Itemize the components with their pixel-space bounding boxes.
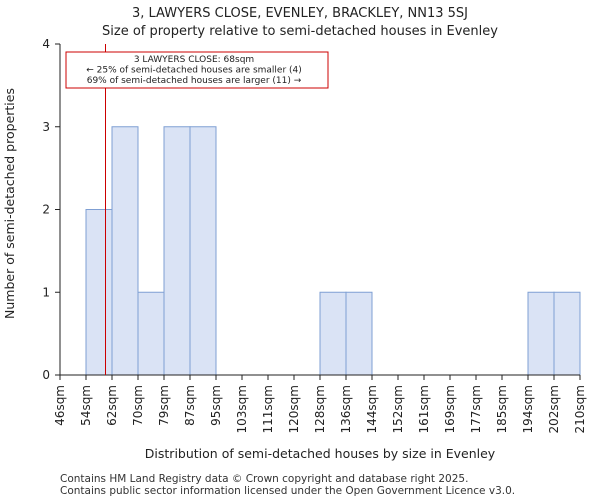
x-tick-label: 202sqm: [547, 385, 561, 433]
x-tick-label: 210sqm: [573, 385, 587, 433]
x-tick-label: 46sqm: [53, 385, 67, 426]
x-tick-label: 185sqm: [495, 385, 509, 433]
annotation-line: ← 25% of semi-detached houses are smalle…: [86, 66, 302, 76]
x-tick-label: 169sqm: [443, 385, 457, 433]
y-tick-label: 3: [42, 120, 50, 134]
annotation-line: 69% of semi-detached houses are larger (…: [87, 76, 302, 86]
chart-title: 3, LAWYERS CLOSE, EVENLEY, BRACKLEY, NN1…: [131, 6, 469, 21]
x-tick-label: 161sqm: [417, 385, 431, 433]
y-tick-label: 2: [42, 203, 50, 217]
x-tick-label: 144sqm: [365, 385, 379, 433]
x-tick-label: 87sqm: [183, 385, 197, 426]
x-tick-label: 111sqm: [261, 385, 275, 433]
y-tick-label: 4: [42, 37, 50, 51]
annotation-line: 3 LAWYERS CLOSE: 68sqm: [134, 55, 254, 65]
x-tick-label: 128sqm: [313, 385, 327, 433]
y-tick-label: 1: [42, 285, 50, 299]
bar: [85, 209, 113, 376]
footer-line-2: Contains public sector information licen…: [60, 485, 516, 497]
x-tick-label: 177sqm: [469, 385, 483, 433]
y-tick-label: 0: [42, 368, 50, 382]
bar: [111, 126, 139, 376]
x-tick-label: 70sqm: [131, 385, 145, 426]
x-tick-label: 136sqm: [339, 385, 353, 433]
x-tick-label: 103sqm: [235, 385, 249, 433]
x-axis-label: Distribution of semi-detached houses by …: [145, 446, 496, 461]
bar: [189, 126, 217, 376]
bar: [163, 126, 191, 376]
x-tick-label: 54sqm: [79, 385, 93, 426]
x-tick-label: 152sqm: [391, 385, 405, 433]
bar: [345, 291, 373, 376]
x-tick-label: 62sqm: [105, 385, 119, 426]
y-axis-label: Number of semi-detached properties: [2, 88, 17, 319]
bar: [527, 291, 555, 376]
x-tick-label: 79sqm: [157, 385, 171, 426]
x-tick-label: 194sqm: [521, 385, 535, 433]
bar: [319, 291, 347, 376]
x-tick-label: 120sqm: [287, 385, 301, 433]
bar: [137, 291, 165, 376]
bar: [553, 291, 581, 376]
x-tick-label: 95sqm: [209, 385, 223, 426]
chart-subtitle: Size of property relative to semi-detach…: [102, 24, 498, 39]
annotation-box: [65, 51, 329, 89]
footer-line-1: Contains HM Land Registry data © Crown c…: [60, 473, 469, 485]
